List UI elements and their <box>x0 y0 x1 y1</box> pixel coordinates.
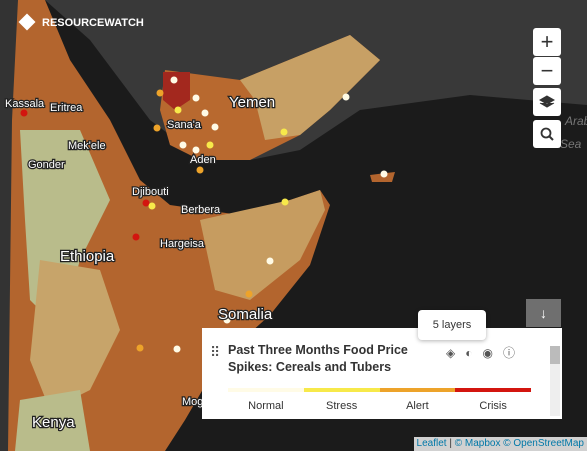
collapse-button[interactable]: ↓ <box>526 299 561 327</box>
search-button[interactable] <box>533 120 561 148</box>
scrollbar <box>550 346 560 416</box>
link[interactable]: Leaflet <box>416 438 447 449</box>
place-label: Aden <box>190 154 216 166</box>
legend-panel: ⠿ Past Three Months Food Price Spikes: C… <box>202 328 562 419</box>
place-label: Eritrea <box>50 102 83 114</box>
place-label: Djibouti <box>132 186 169 198</box>
sea-label: Sea <box>560 137 582 151</box>
legend-item: #fffbe6 Normal <box>228 388 304 412</box>
sudan-land <box>0 0 18 451</box>
attribution: Leaflet | © Mapbox © OpenStreetMap <box>413 437 587 451</box>
country-label: Yemen <box>229 94 275 111</box>
legend-label: Alert <box>406 400 429 412</box>
place-label: Mog <box>182 396 203 408</box>
country-label: Somalia <box>218 306 273 323</box>
zoom-out[interactable]: − <box>533 57 561 85</box>
legend-swatch: #fffbe6 <box>228 388 304 392</box>
separator: | <box>449 438 452 449</box>
place-label: Gonder <box>28 159 65 171</box>
legend-label: Crisis <box>479 400 507 412</box>
legend-item: #f7e94a Stress <box>303 388 380 412</box>
tooltip: 5 layers <box>418 310 486 340</box>
link[interactable]: © OpenStreetMap <box>503 438 584 449</box>
place-label: Kassala <box>5 98 45 110</box>
drag-handle[interactable]: ⠿ <box>210 344 221 360</box>
legend-swatch: #f7e94a <box>303 388 380 392</box>
place-label: Sana'a <box>167 119 202 131</box>
brand: RESOURCEWATCH <box>42 17 144 29</box>
yemen-east <box>240 35 380 140</box>
legend-title: Past Three Months Food Price Spikes: Cer… <box>228 343 408 374</box>
country-label: Ethiopia <box>60 248 115 265</box>
ethiopia-south <box>30 260 120 410</box>
yemen-crisis <box>163 72 190 110</box>
legend-tools[interactable]: ◈◐◉ⓘ <box>446 346 525 360</box>
legend-item: #eda32a Alert <box>379 388 456 412</box>
link[interactable]: © Mapbox <box>454 438 501 449</box>
layers-button[interactable] <box>533 88 561 116</box>
country-label: Kenya <box>32 414 75 431</box>
somalia-north <box>200 190 325 300</box>
legend-swatch: #d3150f <box>455 388 531 392</box>
legend-item: #d3150f Crisis <box>455 388 531 412</box>
place-label: Hargeisa <box>160 238 205 250</box>
zoom-in[interactable]: + <box>533 28 561 56</box>
legend-swatch: #eda32a <box>379 388 456 392</box>
sea-label: Arabi <box>564 114 587 128</box>
legend-label: Stress <box>326 400 358 412</box>
place-label: Berbera <box>181 204 221 216</box>
place-label: Mek'ele <box>68 140 106 152</box>
kenya-north <box>15 390 90 451</box>
legend-label: Normal <box>248 400 284 412</box>
markers <box>20 76 388 353</box>
